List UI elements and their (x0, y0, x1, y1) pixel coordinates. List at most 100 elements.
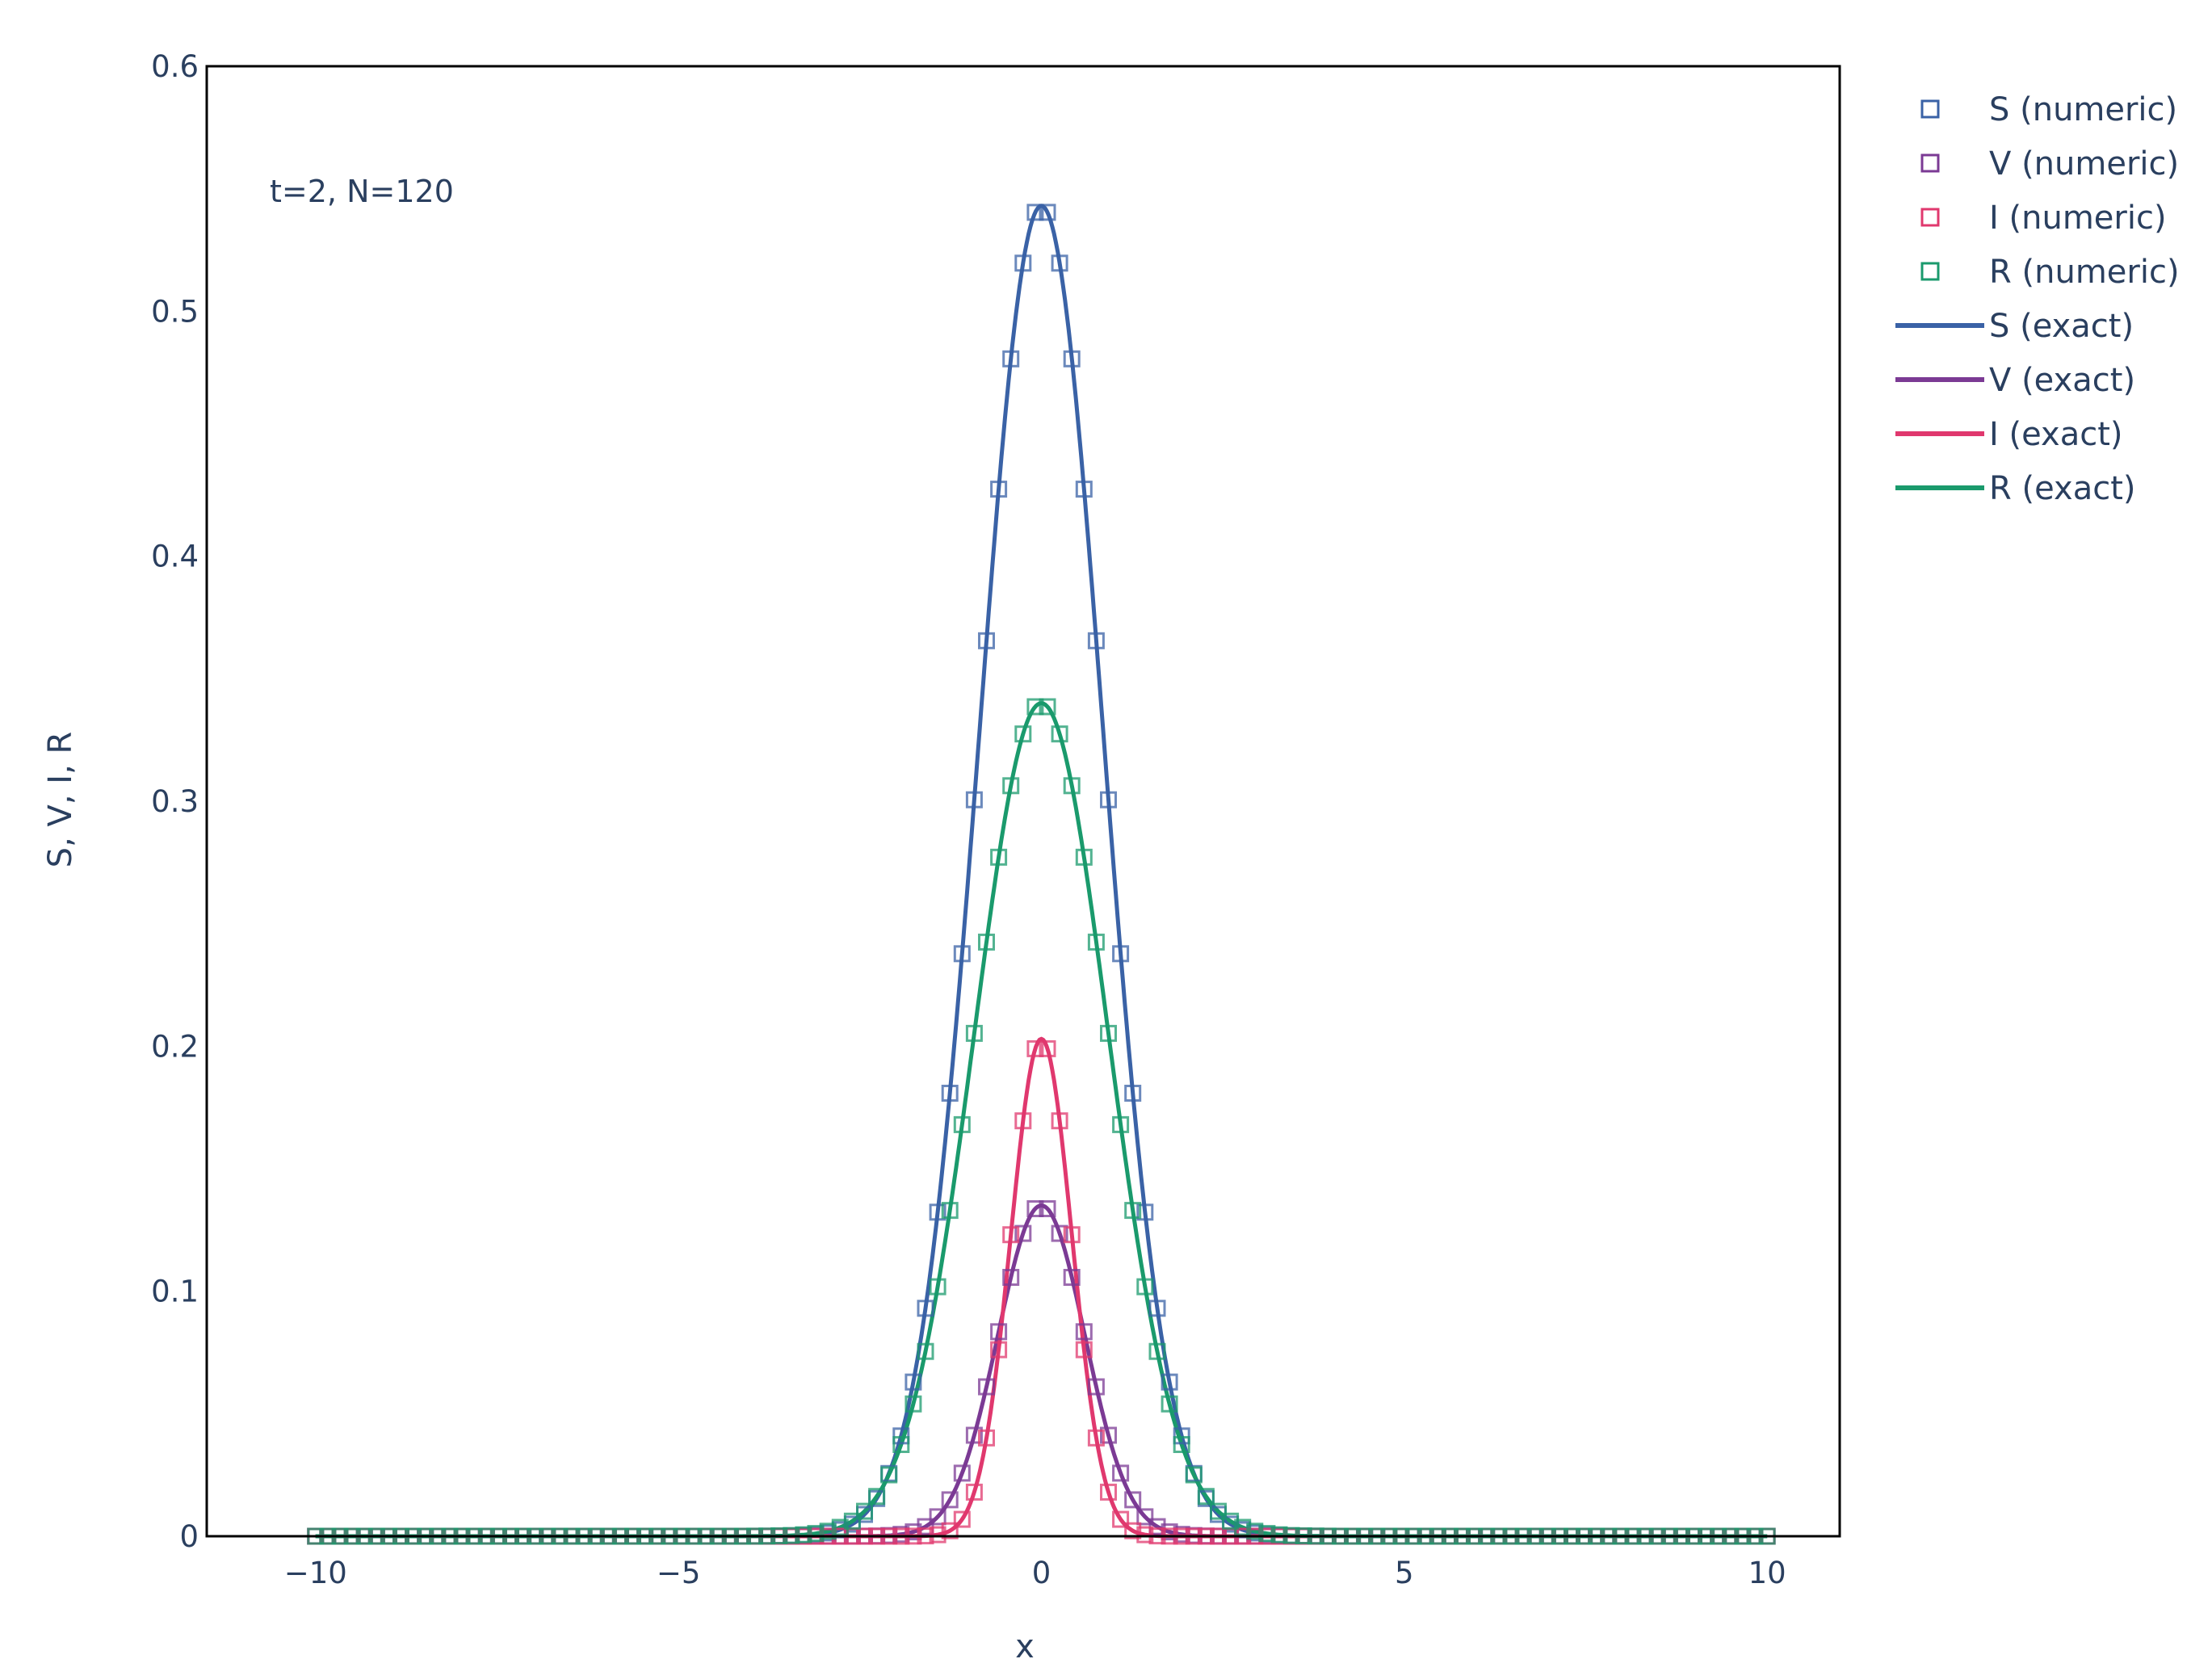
data-point (1087, 632, 1105, 649)
data-point (965, 1483, 983, 1501)
data-point (1051, 725, 1068, 743)
data-point (1026, 1200, 1044, 1217)
data-point (1051, 254, 1068, 272)
legend-marker-swatch (1920, 208, 1940, 227)
data-point (1124, 1085, 1142, 1102)
legend-marker-swatch (1920, 262, 1940, 281)
data-point (941, 1522, 959, 1539)
x-tick-label: 5 (1395, 1556, 1414, 1590)
series-markers-v-numeric (307, 1200, 1776, 1545)
data-point (917, 1300, 934, 1317)
series-line-i-exact (315, 1036, 1768, 1539)
data-point (1014, 1224, 1032, 1242)
data-point (1002, 1269, 1020, 1286)
data-point (965, 1024, 983, 1042)
data-point (929, 1203, 947, 1221)
data-point (1014, 725, 1032, 743)
data-point (1112, 1464, 1130, 1482)
data-point (978, 933, 995, 951)
data-point (1112, 1115, 1130, 1133)
y-axis-title: S, V, I, R (42, 732, 79, 868)
legend-item-label: S (numeric) (1989, 91, 2177, 128)
data-point (843, 1512, 861, 1530)
data-point (990, 481, 1008, 498)
data-point (905, 1395, 922, 1413)
series-markers-s-numeric (307, 204, 1776, 1545)
legend-item-label: R (exact) (1989, 470, 2135, 507)
data-point (917, 1342, 934, 1360)
data-point (1014, 254, 1032, 272)
data-point (1161, 1395, 1178, 1413)
legend-marker-swatch (1920, 153, 1940, 173)
legend-item-label: I (numeric) (1989, 200, 2167, 237)
data-point (990, 1341, 1008, 1359)
y-tick-label: 0 (179, 1519, 199, 1554)
data-point (1136, 1508, 1154, 1526)
data-point (965, 1426, 983, 1444)
data-point (929, 1526, 947, 1544)
data-point (965, 791, 983, 808)
data-point (978, 1378, 995, 1396)
data-point (1210, 1502, 1227, 1520)
plot-frame (205, 65, 1841, 1538)
legend-item-label: I (exact) (1989, 416, 2123, 453)
data-point (1136, 1203, 1154, 1221)
plot-area (307, 204, 1776, 1545)
x-tick-label: 0 (1032, 1556, 1051, 1590)
data-point (1112, 1510, 1130, 1528)
data-point (1026, 698, 1044, 716)
data-point (1148, 1300, 1166, 1317)
x-tick-label: −5 (657, 1556, 701, 1590)
data-point (1002, 777, 1020, 795)
data-point (953, 1510, 971, 1528)
data-point (1100, 791, 1117, 808)
data-point (1124, 1522, 1142, 1539)
x-axis-title: x (1015, 1628, 1035, 1665)
data-point (1026, 1040, 1044, 1057)
data-point (953, 1464, 971, 1482)
data-point (1124, 1202, 1142, 1220)
data-point (1258, 1525, 1276, 1543)
data-point (1014, 1112, 1032, 1130)
data-point (1136, 1526, 1154, 1544)
y-axis: 0 0.1 0.2 0.3 0.4 0.5 0.6 (151, 49, 199, 1554)
data-point (1075, 1341, 1093, 1359)
series-line-r-exact (315, 701, 1768, 1539)
y-tick-label: 0.2 (151, 1029, 199, 1064)
x-axis: −10 −5 0 5 10 (284, 1556, 1786, 1590)
data-point (1039, 698, 1056, 716)
data-point (905, 1373, 922, 1391)
data-point (1087, 1429, 1105, 1447)
series-markers-r-numeric (307, 698, 1776, 1545)
data-point (1075, 848, 1093, 866)
data-point (1063, 1269, 1081, 1286)
data-point (1051, 1224, 1068, 1242)
x-tick-label: −10 (284, 1556, 347, 1590)
plot-annotation: t=2, N=120 (270, 174, 454, 209)
y-tick-label: 0.5 (151, 294, 199, 329)
data-point (1100, 1426, 1117, 1444)
legend-item-label: V (exact) (1989, 362, 2135, 399)
data-point (1100, 1024, 1117, 1042)
data-point (1087, 933, 1105, 951)
series-line-s-exact (315, 204, 1768, 1539)
y-tick-label: 0.6 (151, 49, 199, 84)
data-point (892, 1436, 910, 1453)
legend-item-label: R (numeric) (1989, 254, 2180, 291)
data-point (892, 1427, 910, 1445)
y-tick-label: 0.1 (151, 1275, 199, 1309)
data-point (1002, 1226, 1020, 1244)
series-markers-i-numeric (307, 1040, 1776, 1545)
data-point (978, 632, 995, 649)
data-point (1026, 204, 1044, 221)
legend-item-label: V (numeric) (1989, 145, 2179, 183)
data-point (868, 1488, 886, 1506)
legend-marker-swatch (1920, 99, 1940, 119)
data-point (1270, 1526, 1288, 1544)
series-line-v-exact (315, 1203, 1768, 1539)
data-point (1039, 1040, 1056, 1057)
data-point (1136, 1278, 1154, 1296)
data-point (929, 1508, 947, 1526)
data-point (929, 1278, 947, 1296)
data-point (1185, 1466, 1203, 1484)
